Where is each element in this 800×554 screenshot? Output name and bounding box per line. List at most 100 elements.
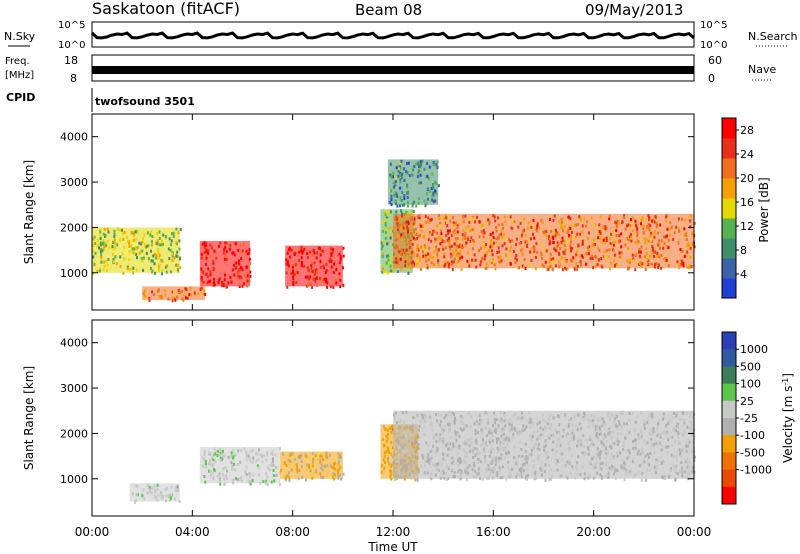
data-cell — [141, 249, 144, 253]
data-cell — [542, 242, 545, 246]
data-cell — [154, 256, 157, 260]
data-cell — [648, 228, 651, 232]
data-cell — [447, 429, 450, 433]
data-cell — [219, 482, 222, 486]
data-cell — [286, 251, 289, 255]
data-cell — [682, 433, 685, 437]
data-cell — [452, 216, 455, 220]
data-cell — [573, 415, 576, 419]
data-cell — [215, 256, 218, 260]
data-cell — [637, 433, 640, 437]
data-cell — [112, 257, 115, 261]
data-cell — [413, 200, 416, 204]
data-cell — [185, 288, 188, 292]
data-cell — [647, 239, 650, 243]
data-cell — [506, 436, 509, 440]
data-cell — [435, 247, 438, 251]
colorbar-tick-label: 24 — [740, 148, 754, 161]
data-cell — [567, 425, 570, 429]
data-cell — [481, 428, 483, 432]
data-cell — [441, 237, 443, 241]
data-cell — [612, 472, 615, 476]
data-cell — [200, 256, 203, 260]
data-cell — [646, 421, 649, 425]
data-cell — [311, 261, 314, 265]
data-cell — [552, 433, 555, 437]
data-cell — [450, 255, 453, 259]
data-cell — [235, 476, 238, 480]
data-cell — [498, 426, 500, 430]
data-cell — [338, 252, 341, 256]
data-cell — [106, 239, 109, 243]
data-cell — [591, 457, 594, 461]
data-cell — [520, 455, 523, 459]
data-cell — [640, 478, 643, 482]
data-cell — [470, 415, 473, 419]
data-cell — [437, 439, 440, 443]
data-cell — [391, 229, 394, 233]
data-cell — [478, 249, 480, 252]
data-cell — [248, 251, 251, 255]
data-cell — [259, 453, 262, 457]
data-cell — [471, 463, 474, 467]
data-cell — [631, 253, 634, 257]
data-cell — [438, 216, 441, 220]
data-cell — [485, 444, 488, 448]
data-cell — [501, 476, 504, 480]
data-cell — [386, 254, 389, 258]
data-cell — [576, 264, 579, 268]
data-cell — [603, 437, 606, 441]
data-cell — [509, 215, 512, 219]
data-cell — [416, 413, 419, 417]
data-cell — [251, 479, 254, 483]
data-cell — [578, 412, 581, 416]
data-cell — [581, 239, 584, 243]
data-cell — [689, 214, 692, 218]
data-cell — [383, 466, 386, 470]
data-cell — [338, 261, 341, 265]
data-cell — [643, 439, 646, 443]
data-cell — [400, 198, 403, 202]
data-cell — [225, 257, 228, 261]
data-cell — [684, 431, 687, 435]
data-cell — [427, 216, 430, 220]
data-cell — [300, 460, 303, 463]
data-cell — [462, 238, 464, 241]
data-cell — [430, 239, 433, 243]
data-cell — [384, 228, 387, 231]
data-cell — [435, 463, 438, 467]
data-cell — [232, 449, 235, 453]
data-cell — [92, 243, 95, 247]
data-cell — [143, 289, 146, 293]
data-cell — [471, 247, 474, 251]
data-cell — [576, 232, 579, 236]
data-cell — [651, 248, 654, 252]
velocity-data — [129, 410, 696, 504]
data-cell — [658, 255, 661, 259]
data-cell — [611, 430, 614, 434]
data-cell — [232, 455, 235, 459]
data-cell — [537, 457, 540, 461]
data-cell — [309, 250, 312, 254]
data-cell — [675, 429, 678, 433]
data-cell — [525, 455, 528, 458]
data-cell — [598, 230, 601, 234]
data-cell — [290, 452, 293, 456]
data-cell — [314, 454, 317, 458]
data-cell — [428, 246, 431, 250]
data-cell — [448, 243, 451, 246]
data-cell — [548, 463, 550, 467]
data-cell — [531, 225, 534, 228]
ytick-label: 2000 — [60, 427, 88, 440]
data-cell — [451, 262, 454, 266]
data-cell — [564, 413, 567, 417]
data-cell — [637, 470, 640, 474]
data-cell — [204, 465, 207, 469]
data-cell — [489, 428, 492, 432]
data-cell — [96, 244, 99, 248]
data-cell — [132, 238, 135, 242]
data-cell — [597, 236, 600, 240]
data-cell — [526, 460, 529, 464]
data-cell — [670, 453, 673, 457]
data-cell — [629, 223, 632, 227]
